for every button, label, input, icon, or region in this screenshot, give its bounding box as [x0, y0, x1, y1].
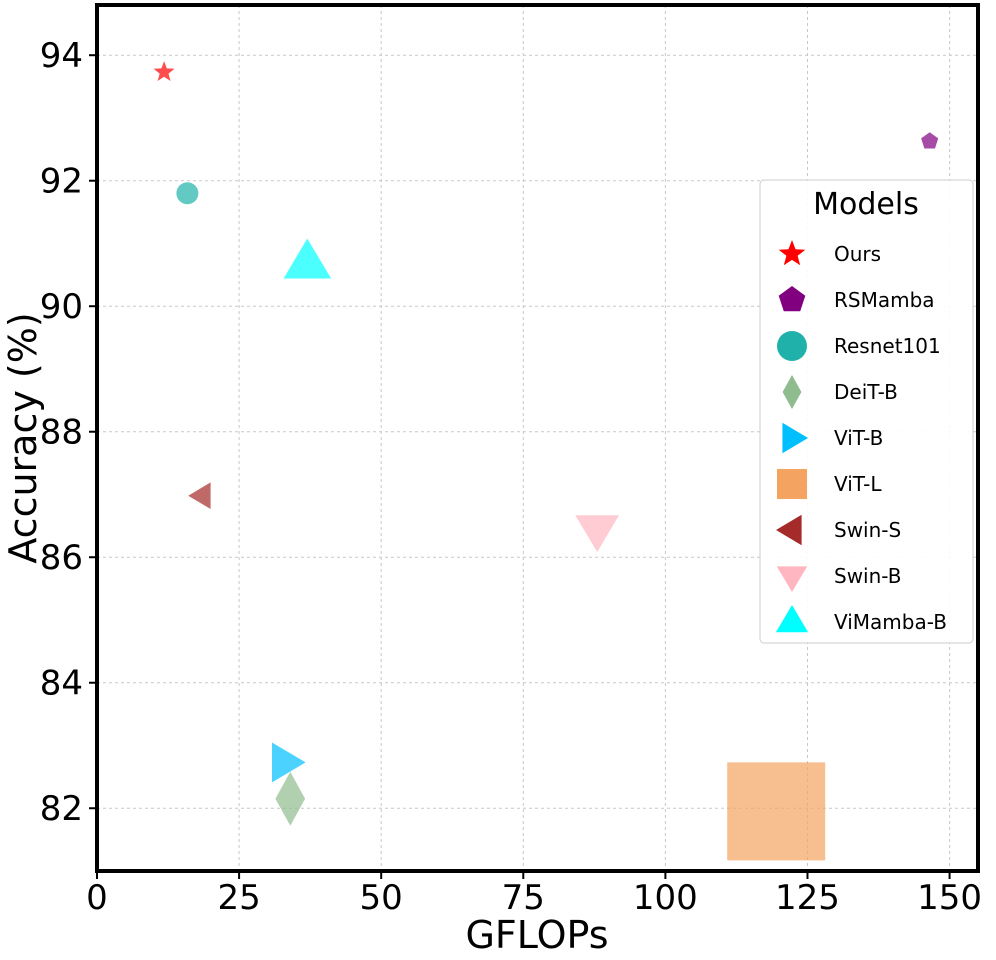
legend-label-ours: Ours — [834, 242, 881, 266]
data-point-resnet101 — [176, 182, 199, 205]
legend-label-resnet101: Resnet101 — [834, 334, 941, 358]
legend-marker-rsmamba — [778, 286, 806, 312]
data-point-deit-b — [275, 771, 306, 826]
legend-marker-vimamba-b — [775, 605, 809, 633]
legend-label-vit-l: ViT-L — [834, 472, 882, 496]
legend-label-deit-b: DeiT-B — [834, 380, 898, 404]
y-tick-label: 90 — [40, 287, 83, 327]
legend-marker-vit-l — [777, 469, 807, 499]
x-tick-label: 0 — [86, 878, 108, 918]
legend-label-rsmamba: RSMamba — [834, 288, 935, 312]
data-points — [153, 61, 939, 861]
data-point-rsmamba — [921, 132, 939, 149]
legend-label-vimamba-b: ViMamba-B — [834, 610, 947, 634]
legend-label-swin-b: Swin-B — [834, 564, 902, 588]
y-axis-title: Accuracy (%) — [1, 312, 45, 563]
x-tick-label: 125 — [775, 878, 840, 918]
legend-items: Ours RSMamba Resnet101 DeiT-B ViT-B ViT-L Swin… — [775, 240, 947, 634]
x-tick-label: 75 — [502, 878, 545, 918]
y-tick-label: 88 — [40, 413, 83, 453]
plot-frame — [95, 3, 980, 873]
x-axis-title: GFLOPs — [465, 913, 608, 957]
legend-label-swin-s: Swin-S — [834, 518, 901, 542]
x-tick-label: 100 — [633, 878, 698, 918]
data-point-swin-b — [575, 515, 619, 552]
y-tick-label: 92 — [40, 162, 83, 202]
y-tick-label: 84 — [40, 664, 83, 704]
legend-marker-swin-b — [776, 566, 808, 592]
legend-marker-resnet101 — [777, 331, 807, 361]
y-tick-label: 86 — [40, 538, 83, 578]
axis-ticks: 0 25 50 75 100 125 150 82 84 86 88 90 92 94 — [40, 36, 982, 918]
data-point-vimamba-b — [283, 238, 332, 279]
legend-marker-vit-b — [782, 422, 808, 454]
legend-marker-ours — [778, 240, 806, 266]
data-point-swin-s — [188, 482, 211, 509]
y-tick-label: 82 — [40, 789, 83, 829]
legend-marker-swin-s — [776, 514, 802, 546]
legend-label-vit-b: ViT-B — [834, 426, 883, 450]
legend-title: Models — [813, 187, 919, 222]
data-point-vit-l — [727, 762, 826, 861]
x-tick-label: 25 — [217, 878, 260, 918]
data-point-vit-b — [272, 742, 306, 783]
legend-frame — [759, 179, 974, 644]
legend-marker-deit-b — [782, 375, 802, 409]
y-tick-label: 94 — [40, 36, 83, 76]
data-point-ours — [153, 61, 175, 81]
legend: Models Ours RSMamba Resnet101 DeiT-B ViT-B Vi… — [759, 179, 974, 644]
x-tick-label: 50 — [360, 878, 403, 918]
x-tick-label: 150 — [917, 878, 982, 918]
